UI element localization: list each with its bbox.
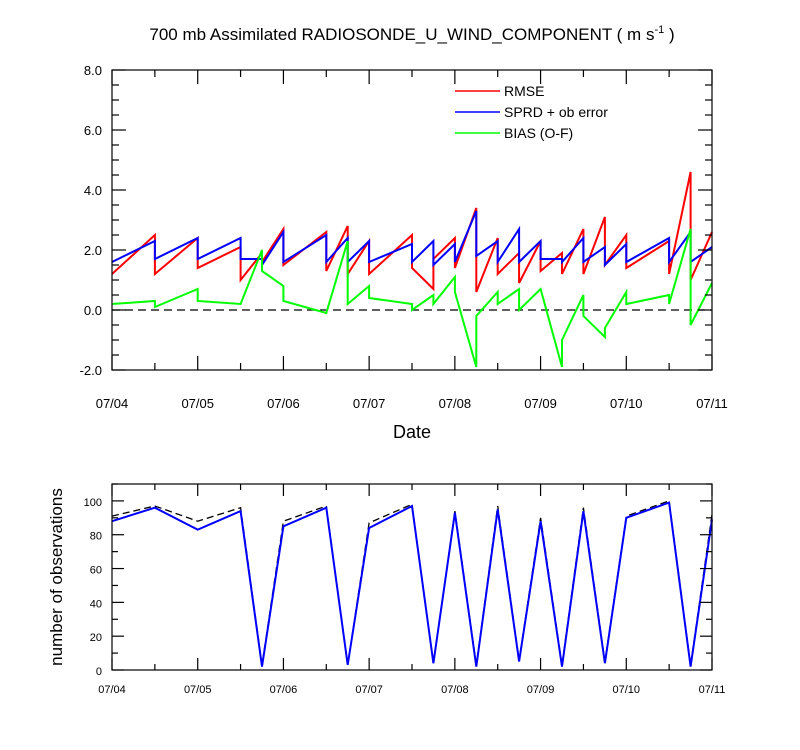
bottom-plot: 07/04 07/05 07/06 07/07 07/08 07/09 07/10 07/11… (84, 483, 726, 696)
y-tick-label: 100 (84, 497, 102, 509)
chart-title: 700 mb Assimilated RADIOSONDE_U_WIND_COM… (149, 24, 674, 44)
chart-title-end: ) (664, 25, 674, 44)
x-tick-label: 07/10 (613, 684, 641, 696)
legend-label-rmse: RMSE (504, 83, 544, 99)
x-tick-label: 07/09 (524, 396, 557, 411)
series-line-possible-observations (111, 500, 713, 665)
plot-frame (111, 69, 713, 371)
x-tick-label: 07/09 (527, 684, 555, 696)
x-tick-label: 07/06 (270, 684, 298, 696)
y-axis-label-observations: number of observations (47, 488, 66, 666)
y-tick-label: 0 (96, 666, 102, 678)
x-tick-label: 07/07 (353, 396, 386, 411)
y-tick-label: 4.0 (84, 183, 102, 198)
x-tick-label: 07/07 (355, 684, 383, 696)
y-tick-label: 0.0 (84, 303, 102, 318)
x-tick-label: 07/05 (184, 684, 212, 696)
x-tick-label: 07/08 (439, 396, 472, 411)
y-tick-label: 80 (90, 531, 102, 543)
y-tick-label: 60 (90, 565, 102, 577)
x-tick-label: 07/06 (267, 396, 300, 411)
x-tick-label: 07/10 (610, 396, 643, 411)
top-plot: 07/04 07/05 07/06 07/07 07/08 07/09 07/10 07/11… (80, 63, 728, 411)
series-line-rmse (111, 171, 713, 293)
y-tick-label: 6.0 (84, 123, 102, 138)
legend-label-bias: BIAS (O-F) (504, 125, 573, 141)
chart-title-superscript: -1 (654, 24, 664, 36)
y-tick-label: 20 (90, 632, 102, 644)
y-tick-label: 40 (90, 598, 102, 610)
legend: RMSE SPRD + ob error BIAS (O-F) (455, 83, 608, 141)
x-tick-label: 07/05 (181, 396, 214, 411)
series-line-assimilated-observations (111, 501, 713, 667)
x-tick-label: 07/04 (96, 396, 129, 411)
series-line-bias-o-f (111, 228, 713, 368)
y-tick-label: 8.0 (84, 63, 102, 78)
x-tick-label: 07/11 (699, 684, 726, 696)
x-tick-label: 07/04 (98, 684, 126, 696)
legend-label-sprd: SPRD + ob error (504, 104, 608, 120)
chart-title-main: 700 mb Assimilated RADIOSONDE_U_WIND_COM… (149, 25, 654, 44)
x-tick-label: 07/11 (696, 396, 728, 411)
x-tick-label: 07/08 (441, 684, 469, 696)
y-tick-label: 2.0 (84, 243, 102, 258)
x-axis-label: Date (393, 422, 431, 442)
y-tick-label: -2.0 (80, 363, 102, 378)
